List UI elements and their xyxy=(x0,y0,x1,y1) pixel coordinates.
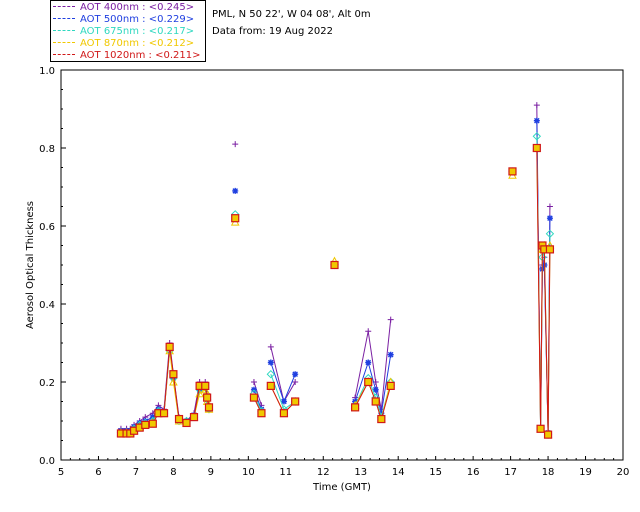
legend: AOT 400nm : <0.245> AOT 500nm : <0.229> AO… xyxy=(50,0,206,62)
data-point xyxy=(536,424,545,433)
data-point xyxy=(330,260,339,270)
data-point xyxy=(141,420,150,429)
x-tick-label: 15 xyxy=(429,467,442,478)
data-point xyxy=(203,393,212,402)
x-tick-label: 5 xyxy=(58,467,64,478)
data-point xyxy=(169,370,178,379)
data-point xyxy=(267,359,274,366)
y-tick-label: 0.2 xyxy=(39,378,55,389)
x-axis-title: Time (GMT) xyxy=(312,482,371,493)
data-point xyxy=(533,102,540,109)
legend-item: AOT 870nm : <0.212> xyxy=(53,38,194,50)
x-tick-label: 20 xyxy=(617,467,630,478)
x-tick-label: 17 xyxy=(504,467,517,478)
data-point xyxy=(508,167,517,176)
data-point xyxy=(386,381,395,390)
data-point xyxy=(364,377,373,387)
legend-item: AOT 500nm : <0.229> xyxy=(53,14,194,26)
data-point xyxy=(387,351,394,358)
data-point xyxy=(351,403,360,412)
legend-item: AOT 675nm : <0.217> xyxy=(53,26,194,38)
data-point xyxy=(257,409,266,418)
data-point xyxy=(201,381,210,390)
x-tick-label: 12 xyxy=(317,467,330,478)
data-point xyxy=(545,245,555,254)
data-point xyxy=(372,386,379,393)
data-point xyxy=(532,143,541,153)
data-point xyxy=(365,359,372,366)
data-point xyxy=(545,229,555,239)
data-point xyxy=(532,132,542,141)
x-tick-label: 18 xyxy=(542,467,555,478)
series-1 xyxy=(117,117,553,436)
data-point xyxy=(292,379,299,385)
legend-swatch xyxy=(53,42,75,44)
data-point xyxy=(204,403,214,412)
legend-swatch xyxy=(53,6,75,8)
data-point xyxy=(546,203,553,210)
legend-swatch xyxy=(53,30,75,32)
x-tick-label: 10 xyxy=(242,467,255,478)
data-point xyxy=(267,343,274,350)
series-layer xyxy=(116,102,555,439)
data-point xyxy=(387,316,394,323)
data-point xyxy=(266,369,276,379)
legend-label: AOT 400nm : <0.245> xyxy=(80,2,195,13)
legend-label: AOT 870nm : <0.212> xyxy=(80,38,195,49)
y-tick-label: 0.4 xyxy=(39,300,55,311)
data-point xyxy=(159,409,169,418)
data-point xyxy=(174,414,184,424)
x-tick-label: 6 xyxy=(95,467,101,478)
y-tick-label: 1.0 xyxy=(39,66,55,77)
legend-label: AOT 1020nm : <0.211> xyxy=(80,50,201,61)
data-point xyxy=(371,397,380,406)
data-point xyxy=(533,117,540,124)
series-4 xyxy=(116,143,555,439)
series-2 xyxy=(116,132,555,439)
data-point xyxy=(279,409,289,418)
data-point xyxy=(232,141,239,148)
data-point xyxy=(280,398,287,405)
data-point xyxy=(543,430,553,439)
data-point xyxy=(165,342,174,351)
y-axis-title: Aerosol Optical Thickness xyxy=(25,201,36,329)
x-tick-label: 8 xyxy=(170,467,176,478)
y-tick-label: 0.6 xyxy=(39,222,55,233)
data-point xyxy=(250,379,257,385)
data-point xyxy=(169,377,178,386)
y-tick-label: 0.0 xyxy=(39,456,55,467)
data-point xyxy=(377,414,386,424)
x-tick-label: 7 xyxy=(133,467,139,478)
x-tick-label: 14 xyxy=(392,467,405,478)
legend-item: AOT 1020nm : <0.211> xyxy=(53,50,200,62)
data-point xyxy=(182,418,191,428)
series-3 xyxy=(116,143,555,439)
axis-ticks: 5 6 7 8 9 10 11 12 13 14 15 16 17 18 19 20 0.0 0.2 0.4 0.6 0… xyxy=(39,66,629,478)
legend-item: AOT 400nm : <0.245> xyxy=(53,2,194,14)
site-info: PML, N 50 22', W 04 08', Alt 0m xyxy=(212,9,371,20)
x-tick-label: 13 xyxy=(354,467,367,478)
data-point xyxy=(546,215,553,222)
x-tick-label: 16 xyxy=(467,467,480,478)
data-point xyxy=(292,371,299,378)
data-point xyxy=(365,328,372,335)
data-point xyxy=(148,419,157,428)
x-tick-label: 9 xyxy=(208,467,214,478)
data-point xyxy=(189,413,199,422)
x-tick-label: 19 xyxy=(579,467,592,478)
date-info: Data from: 19 Aug 2022 xyxy=(212,26,333,37)
legend-swatch xyxy=(53,18,75,20)
legend-label: AOT 500nm : <0.229> xyxy=(80,14,195,25)
data-point xyxy=(266,381,275,390)
data-point xyxy=(249,393,259,402)
data-point xyxy=(231,214,240,223)
legend-swatch xyxy=(53,54,75,56)
legend-label: AOT 675nm : <0.217> xyxy=(80,26,195,37)
data-point xyxy=(291,397,300,406)
data-point xyxy=(232,187,239,194)
x-tick-label: 11 xyxy=(279,467,292,478)
y-tick-label: 0.8 xyxy=(39,144,55,155)
